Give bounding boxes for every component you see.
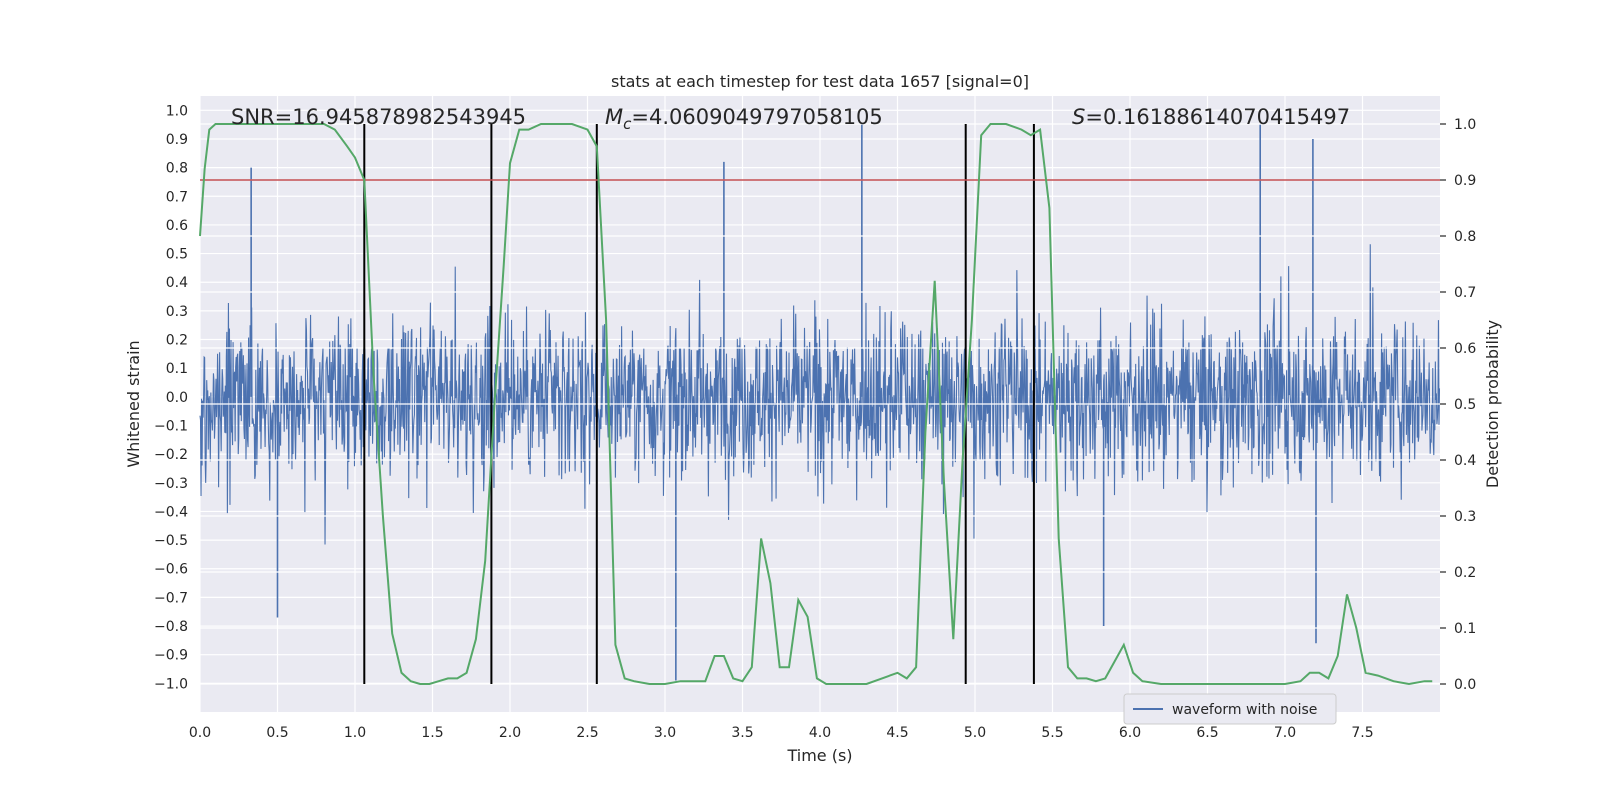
- waveform-path: [199, 244, 1441, 545]
- legend: waveform with noise: [1123, 693, 1337, 725]
- s-annotation: S=0.16188614070415497: [1072, 105, 1350, 129]
- y-tick-label-right: 0.0: [1454, 677, 1476, 693]
- y-tick-label-left: 1.0: [166, 103, 188, 119]
- y-tick-label-left: −0.6: [154, 562, 188, 578]
- x-tick-label: 5.0: [964, 725, 986, 741]
- y-axis-label-right: Detection probability: [1483, 320, 1502, 488]
- chirp-mass-annotation: Mc=4.0609049797058105: [605, 105, 883, 133]
- chart-title: stats at each timestep for test data 165…: [611, 72, 1029, 91]
- y-ticks-right: 1.0 0.9 0.8 0.7 0.6 0.5 0.4 0.3 0.2 0.1 0.0: [1440, 117, 1476, 693]
- x-tick-label: 3.5: [731, 725, 753, 741]
- y-tick-label-right: 0.9: [1454, 173, 1476, 189]
- y-tick-label-left: −0.3: [154, 476, 188, 492]
- y-tick-label-left: 0.0: [166, 390, 188, 406]
- y-tick-label-left: 0.3: [166, 304, 188, 320]
- x-tick-label: 2.0: [499, 725, 521, 741]
- x-tick-label: 7.0: [1274, 725, 1296, 741]
- x-tick-label: 3.0: [654, 725, 676, 741]
- y-tick-label-left: −0.2: [154, 447, 188, 463]
- x-tick-label: 4.5: [886, 725, 908, 741]
- y-tick-label-right: 0.2: [1454, 565, 1476, 581]
- y-tick-label-left: 0.9: [166, 132, 188, 148]
- y-ticks-left: 1.0 0.9 0.8 0.7 0.6 0.5 0.4 0.3 0.2 0.1 0.0 −0.1 −0.…: [154, 103, 188, 692]
- y-tick-label-left: 0.1: [166, 361, 188, 377]
- y-tick-label-right: 0.1: [1454, 621, 1476, 637]
- x-tick-label: 6.0: [1119, 725, 1141, 741]
- y-tick-label-right: 0.3: [1454, 509, 1476, 525]
- mc-symbol: M: [605, 105, 623, 129]
- x-tick-label: 1.5: [421, 725, 443, 741]
- y-tick-label-left: 0.5: [166, 247, 188, 263]
- x-tick-label: 0.0: [189, 725, 211, 741]
- mc-value: =4.0609049797058105: [631, 105, 882, 129]
- y-tick-label-right: 0.5: [1454, 397, 1476, 413]
- s-value: =0.16188614070415497: [1085, 105, 1350, 129]
- x-tick-label: 0.5: [266, 725, 288, 741]
- y-tick-label-left: −0.8: [154, 619, 188, 635]
- x-axis-label: Time (s): [786, 746, 852, 765]
- y-tick-label-left: −0.4: [154, 504, 188, 520]
- x-tick-label: 4.0: [809, 725, 831, 741]
- detection-probability-line: [199, 123, 1433, 686]
- y-tick-label-right: 0.6: [1454, 341, 1476, 357]
- y-tick-label-left: 0.2: [166, 333, 188, 349]
- grid-right: [200, 123, 1440, 685]
- y-tick-label-left: −0.9: [154, 648, 188, 664]
- x-tick-label: 2.5: [576, 725, 598, 741]
- y-axis-label-left: Whitened strain: [124, 340, 143, 467]
- waveform-series: [199, 124, 1441, 681]
- y-tick-label-right: 1.0: [1454, 117, 1476, 133]
- y-tick-label-right: 0.8: [1454, 229, 1476, 245]
- s-symbol: S: [1072, 105, 1085, 129]
- y-tick-label-right: 0.7: [1454, 285, 1476, 301]
- y-tick-label-left: 0.8: [166, 161, 188, 177]
- y-tick-label-left: 0.4: [166, 275, 188, 291]
- y-tick-label-left: −1.0: [154, 676, 188, 692]
- y-tick-label-right: 0.4: [1454, 453, 1476, 469]
- x-tick-label: 1.0: [344, 725, 366, 741]
- x-tick-label: 7.5: [1351, 725, 1373, 741]
- y-tick-label-left: 0.7: [166, 189, 188, 205]
- y-tick-label-left: −0.5: [154, 533, 188, 549]
- y-tick-label-left: −0.7: [154, 590, 188, 606]
- x-ticks: 0.0 0.5 1.0 1.5 2.0 2.5 3.0 3.5 4.0 4.5 5.0 5.5 6.0 6…: [189, 725, 1374, 741]
- snr-annotation: SNR=16.945878982543945: [231, 105, 526, 129]
- mc-subscript: c: [623, 115, 632, 133]
- x-tick-label: 6.5: [1196, 725, 1218, 741]
- legend-box: [1123, 693, 1337, 725]
- y-tick-label-left: 0.6: [166, 218, 188, 234]
- y-tick-label-left: −0.1: [154, 418, 188, 434]
- x-tick-label: 5.5: [1041, 725, 1063, 741]
- legend-label: waveform with noise: [1172, 702, 1317, 718]
